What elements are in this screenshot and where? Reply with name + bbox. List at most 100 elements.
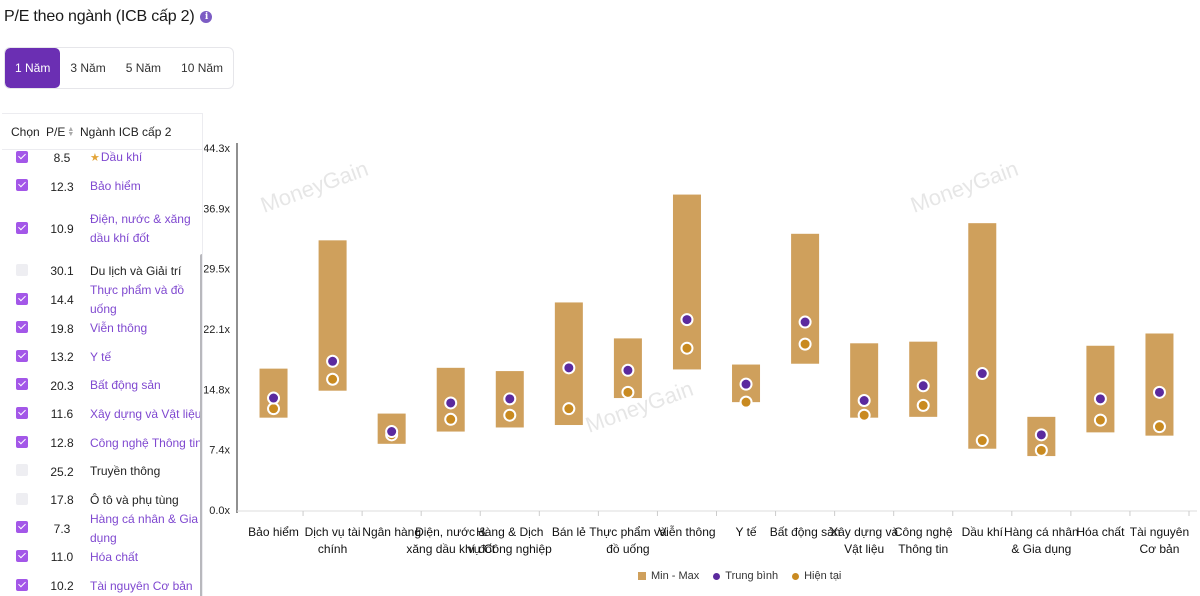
range-bar[interactable]	[968, 223, 997, 449]
table-row[interactable]: 19.8 Viễn thông	[2, 314, 202, 343]
legend-item-average[interactable]: Trung bình	[713, 570, 778, 582]
row-checkbox[interactable]	[16, 150, 28, 163]
current-point[interactable]	[326, 372, 340, 386]
header-pe-label: P/E	[46, 124, 66, 139]
row-industry-label: Truyền thông	[90, 464, 161, 479]
row-checkbox[interactable]	[16, 435, 28, 448]
watermark: MoneyGain	[257, 156, 371, 218]
x-category-label: Y tế	[735, 525, 756, 539]
legend-range-swatch	[638, 572, 646, 580]
row-checkbox[interactable]	[16, 521, 28, 534]
row-industry-label: Y tế	[90, 349, 112, 364]
tab-10-years[interactable]: 10 Năm	[181, 61, 224, 75]
row-checkbox[interactable]	[16, 221, 28, 234]
tab-1-year[interactable]: 1 Năm	[5, 48, 61, 88]
current-point[interactable]	[975, 434, 989, 448]
average-point[interactable]	[267, 391, 281, 405]
average-point[interactable]	[1152, 385, 1166, 399]
row-checkbox[interactable]	[16, 321, 28, 334]
row-industry-label: Dầu khí	[100, 150, 143, 165]
row-checkbox-cell	[2, 321, 42, 336]
row-checkbox[interactable]	[16, 292, 28, 305]
average-point[interactable]	[326, 354, 340, 368]
average-point[interactable]	[385, 425, 399, 439]
legend-item-range[interactable]: Min - Max	[638, 570, 699, 582]
table-row[interactable]: 10.9 Điện, nước & xăng dầu khí đốt	[2, 201, 202, 257]
current-point[interactable]	[739, 395, 753, 409]
y-tick-label: 14.8x	[204, 384, 230, 396]
x-category-label: Hóa chất	[1076, 525, 1125, 539]
row-checkbox[interactable]	[16, 578, 28, 591]
row-industry-label: Viễn thông	[90, 321, 148, 336]
row-checkbox[interactable]	[16, 378, 28, 391]
average-point[interactable]	[857, 394, 871, 408]
tab-3-years[interactable]: 3 Năm	[70, 61, 106, 75]
row-checkbox[interactable]	[16, 179, 28, 192]
current-point[interactable]	[444, 412, 458, 426]
row-checkbox[interactable]	[16, 549, 28, 562]
range-bar[interactable]	[1145, 333, 1174, 436]
table-header: Chọn P/E ▲ ▼ Ngành ICB cấp 2	[2, 114, 202, 150]
table-row[interactable]: 7.3 Hàng cá nhân & Gia dụng	[2, 512, 202, 545]
row-industry-label: Xây dựng và Vật liệu	[90, 406, 202, 421]
average-point[interactable]	[798, 315, 812, 329]
table-row[interactable]: 20.3 Bất động sản	[2, 372, 202, 401]
row-checkbox[interactable]	[16, 263, 28, 276]
average-point[interactable]	[680, 313, 694, 327]
current-point[interactable]	[503, 408, 517, 422]
row-industry-label: Tài nguyên Cơ bản	[90, 578, 193, 593]
row-checkbox-cell	[2, 578, 42, 594]
legend-item-current[interactable]: Hiện tại	[792, 570, 841, 582]
table-row[interactable]: 8.5 ★Dầu khí	[2, 144, 202, 173]
row-checkbox[interactable]	[16, 406, 28, 419]
table-row[interactable]: 17.8 Ô tô và phụ tùng	[2, 486, 202, 515]
current-point[interactable]	[267, 402, 281, 416]
average-point[interactable]	[975, 367, 989, 381]
row-checkbox[interactable]	[16, 464, 28, 477]
table-row[interactable]: 13.2 Y tế	[2, 343, 202, 372]
x-category-label: Bảo hiểm	[248, 525, 299, 539]
x-category-line: Dầu khí	[962, 525, 1004, 539]
current-point[interactable]	[798, 337, 812, 351]
table-row[interactable]: 25.2 Truyền thông	[2, 457, 202, 486]
x-category-label: Dịch vụ tài chính	[305, 525, 361, 556]
table-row[interactable]: 14.4 Thực phẩm và đồ uống	[2, 283, 202, 316]
current-point[interactable]	[680, 341, 694, 355]
current-point[interactable]	[916, 398, 930, 412]
range-bar[interactable]	[318, 240, 347, 391]
table-row[interactable]: 11.6 Xây dựng và Vật liệu	[2, 400, 202, 429]
average-point[interactable]	[739, 377, 753, 391]
row-checkbox[interactable]	[16, 492, 28, 505]
table-row[interactable]: 11.0 Hóa chất	[2, 543, 202, 572]
info-icon[interactable]: i	[200, 11, 213, 23]
current-point[interactable]	[857, 408, 871, 422]
x-category-label: Bất động sản	[770, 525, 841, 539]
current-point[interactable]	[562, 402, 576, 416]
x-category-label: Dầu khí	[962, 525, 1004, 539]
header-pe[interactable]: P/E ▲ ▼	[42, 125, 78, 139]
current-point[interactable]	[1152, 420, 1166, 434]
table-row[interactable]: 30.1 Du lịch và Giải trí	[2, 257, 202, 286]
current-point[interactable]	[1034, 443, 1048, 457]
table-row[interactable]: 10.2 Tài nguyên Cơ bản	[2, 572, 202, 596]
average-point[interactable]	[444, 396, 458, 410]
scrollbar[interactable]	[200, 254, 202, 596]
range-bar[interactable]	[672, 194, 701, 370]
average-point[interactable]	[621, 363, 635, 377]
table-row[interactable]: 12.8 Công nghệ Thông tin	[2, 429, 202, 458]
average-point[interactable]	[1034, 428, 1048, 442]
row-checkbox[interactable]	[16, 349, 28, 362]
average-point[interactable]	[562, 361, 576, 375]
x-category-line: Bất động sản	[770, 525, 841, 539]
current-point[interactable]	[621, 385, 635, 399]
average-point[interactable]	[1093, 392, 1107, 406]
table-row[interactable]: 12.3 Bảo hiểm	[2, 173, 202, 202]
current-point[interactable]	[1093, 413, 1107, 427]
row-checkbox-cell	[2, 221, 42, 237]
row-checkbox-cell	[2, 521, 42, 536]
average-point[interactable]	[503, 392, 517, 406]
tab-5-years[interactable]: 5 Năm	[125, 61, 162, 75]
row-pe: 11.6	[50, 407, 74, 422]
average-point[interactable]	[916, 379, 930, 393]
sort-icon[interactable]: ▲ ▼	[67, 125, 75, 138]
